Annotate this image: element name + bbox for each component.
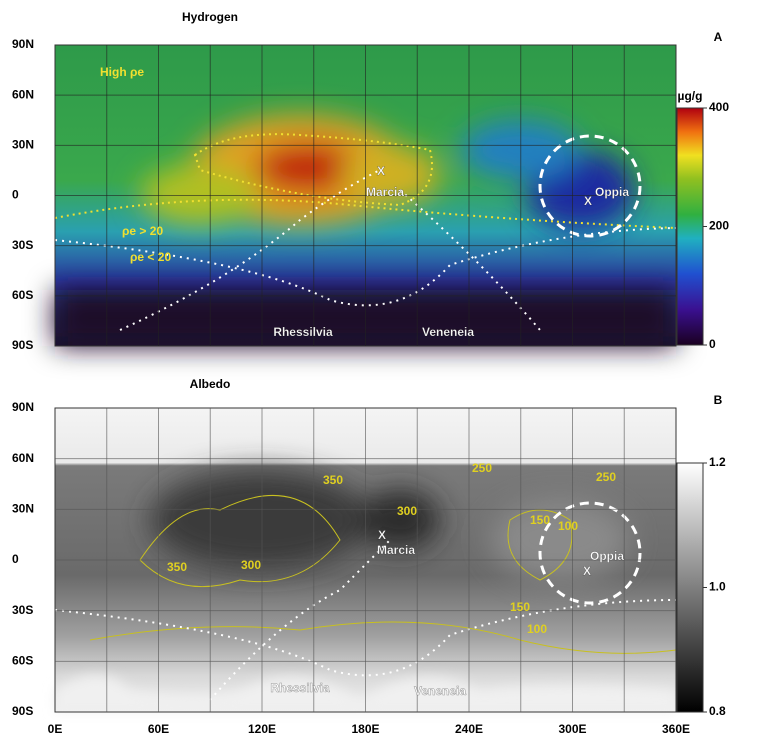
- lon-label: 180E: [351, 722, 379, 736]
- lat-label: 90S: [12, 704, 33, 718]
- lat-label: 0: [12, 552, 19, 566]
- lat-label: 30N: [12, 502, 34, 516]
- lat-label: 60N: [12, 451, 34, 465]
- colorbar-tick-label: 0: [709, 337, 716, 351]
- lon-label: 240E: [455, 722, 483, 736]
- annotation: 350: [167, 560, 187, 574]
- annotation: 150: [510, 600, 530, 614]
- annotation: 250: [596, 470, 616, 484]
- colorbar-tick-label: 200: [709, 219, 729, 233]
- lat-label: 60S: [12, 288, 33, 302]
- annotation: ρe > 20: [122, 224, 163, 238]
- colorbar: [677, 463, 703, 712]
- annotation: X: [583, 564, 591, 578]
- colorbar-unit: µg/g: [678, 89, 703, 103]
- annotation: 100: [558, 519, 578, 533]
- lat-label: 0: [12, 188, 19, 202]
- annotation: 300: [241, 558, 261, 572]
- colorbar-tick-label: 1.2: [709, 455, 726, 469]
- panel-letter: A: [714, 30, 723, 44]
- panel-title: Albedo: [190, 377, 231, 391]
- lat-label: 90N: [12, 37, 34, 51]
- annotation: X: [378, 528, 386, 542]
- lon-label: 300E: [558, 722, 586, 736]
- annotation: Veneneia: [422, 325, 474, 339]
- lon-label: 360E: [662, 722, 690, 736]
- annotation: 350: [323, 473, 343, 487]
- annotation: X: [377, 164, 385, 178]
- lon-label: 120E: [248, 722, 276, 736]
- panel-letter: B: [714, 393, 723, 407]
- annotation: ρe < 20: [130, 250, 171, 264]
- annotation: 300: [397, 504, 417, 518]
- annotation: Veneneia: [414, 684, 466, 698]
- lat-label: 60N: [12, 87, 34, 101]
- panel-title: Hydrogen: [182, 10, 238, 24]
- lon-label: 60E: [148, 722, 169, 736]
- lat-label: 60S: [12, 654, 33, 668]
- annotation: X: [584, 194, 592, 208]
- lat-label: 30S: [12, 238, 33, 252]
- annotation: Marcia: [366, 185, 404, 199]
- colorbar: [677, 108, 703, 345]
- lon-label: 0E: [48, 722, 63, 736]
- lat-label: 30S: [12, 603, 33, 617]
- annotation: Oppia: [590, 549, 624, 563]
- annotation: Rhessilvia: [273, 325, 333, 339]
- colorbar-tick-label: 1.0: [709, 580, 726, 594]
- figure: Hydrogen A 90N 60N 30N 0 30S 60S 90S µg/g 0 200 400 H…: [0, 0, 764, 740]
- annotation: 100: [527, 622, 547, 636]
- annotation: Rhessilvia: [270, 681, 330, 695]
- annotation: Marcia: [377, 543, 415, 557]
- annotation: Oppia: [595, 185, 629, 199]
- annotation: High ρe: [100, 65, 144, 79]
- lat-label: 90N: [12, 400, 34, 414]
- colorbar-tick-label: 0.8: [709, 704, 726, 718]
- lat-label: 30N: [12, 138, 34, 152]
- annotation: 250: [472, 461, 492, 475]
- colorbar-tick-label: 400: [709, 100, 729, 114]
- lat-label: 90S: [12, 338, 33, 352]
- annotation: 150: [530, 513, 550, 527]
